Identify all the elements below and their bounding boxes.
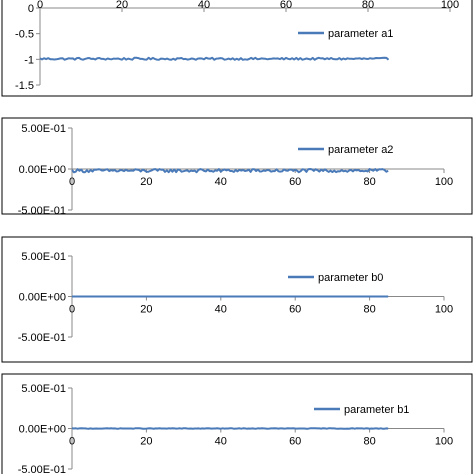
y-tick-label: 5.00E-01 (21, 251, 66, 263)
x-tick-label: 80 (363, 176, 375, 188)
x-tick-label: 40 (215, 176, 227, 188)
x-tick-label: 20 (116, 0, 128, 11)
x-tick-label: 80 (363, 436, 375, 448)
x-tick-label: 60 (280, 0, 292, 11)
chart-frame (1, 0, 473, 97)
x-tick-label: 60 (289, 304, 301, 316)
y-tick-label: 0.00E+00 (19, 292, 66, 304)
chart-frame (1, 373, 473, 474)
y-tick-label: -5.00E-01 (18, 205, 66, 217)
y-tick-label: 0.00E+00 (19, 164, 66, 176)
x-tick-label: 0 (69, 176, 75, 188)
x-tick-label: 40 (215, 436, 227, 448)
legend-label: parameter a1 (328, 28, 393, 40)
y-tick-label: 0.00E+00 (19, 424, 66, 436)
x-tick-label: 100 (435, 176, 453, 188)
chart-panel-4: 5.00E-01 0.00E+00 -5.00E-01 0 20 40 60 80 100 par… (1, 373, 473, 474)
y-tick-label: -1 (24, 54, 34, 66)
x-tick-label: 0 (37, 0, 43, 11)
chart-panel-2: 5.00E-01 0.00E+00 -5.00E-01 0 20 40 60 80 100 par… (1, 117, 473, 217)
y-tick-label: 5.00E-01 (21, 123, 66, 135)
x-tick-label: 100 (441, 0, 459, 11)
x-tick-label: 100 (435, 436, 453, 448)
x-tick-label: 60 (289, 436, 301, 448)
chart-frame (1, 236, 473, 363)
y-tick-label: -0.5 (15, 29, 34, 41)
y-tick-label: -1.5 (15, 80, 34, 92)
y-tick-label: 0 (28, 3, 34, 15)
legend-label: parameter b0 (318, 272, 383, 284)
chart-panel-1: 0 -0.5 -1 -1.5 0 20 40 60 80 100 parameter a1 (1, 0, 473, 97)
x-tick-label: 80 (362, 0, 374, 11)
x-tick-label: 40 (198, 0, 210, 11)
x-tick-label: 0 (69, 436, 75, 448)
y-tick-label: -5.00E-01 (18, 464, 66, 474)
legend-label: parameter a2 (328, 144, 393, 156)
x-tick-label: 0 (69, 304, 75, 316)
x-tick-label: 20 (140, 176, 152, 188)
x-tick-label: 20 (140, 304, 152, 316)
x-tick-label: 40 (215, 304, 227, 316)
chart-frame (1, 117, 473, 215)
y-tick-label: -5.00E-01 (18, 332, 66, 344)
series-line-parameter-a1 (39, 56, 390, 61)
x-tick-label: 20 (140, 436, 152, 448)
x-tick-label: 60 (289, 176, 301, 188)
chart-panel-3: 5.00E-01 0.00E+00 -5.00E-01 0 20 40 60 80 100 par… (1, 236, 473, 363)
y-tick-label: 5.00E-01 (21, 383, 66, 395)
x-tick-label: 100 (435, 304, 453, 316)
x-tick-label: 80 (363, 304, 375, 316)
legend-label: parameter b1 (344, 404, 409, 416)
series-line-parameter-a2 (71, 168, 389, 174)
